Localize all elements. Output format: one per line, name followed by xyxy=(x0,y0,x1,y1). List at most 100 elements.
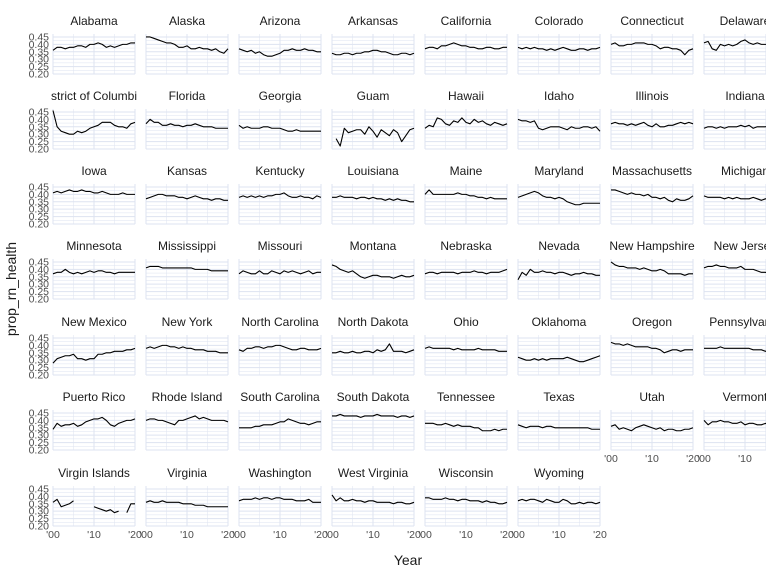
x-tick-label: '10 xyxy=(366,529,380,541)
x-tick-label: '00 xyxy=(46,529,60,541)
x-tick-label: '00 xyxy=(511,529,525,541)
y-tick-label: 0.40 xyxy=(29,189,50,201)
x-tick-label: '20 xyxy=(500,529,514,541)
facet-title: New Mexico xyxy=(61,315,127,329)
x-tick-label: '10 xyxy=(459,529,473,541)
series-line xyxy=(52,189,135,195)
y-tick-label: 0.45 xyxy=(29,332,50,344)
facet-panel: Arkansas xyxy=(331,14,415,75)
facet-title: Missouri xyxy=(258,239,303,253)
facet-title: Michigan xyxy=(721,164,766,178)
y-tick-label: 0.25 xyxy=(29,286,50,298)
facet-panel: Virgin Islands xyxy=(52,466,136,527)
y-tick-label: 0.45 xyxy=(29,31,50,43)
facet-panel: Alaska xyxy=(145,14,229,75)
facet-title: New Hampshire xyxy=(609,239,695,253)
y-tick-label: 0.30 xyxy=(29,279,50,291)
series-line xyxy=(145,344,228,354)
facet-title: Idaho xyxy=(544,89,574,103)
series-line xyxy=(517,268,600,281)
facet-title: Kentucky xyxy=(255,164,304,178)
facet-panel: Hawaii xyxy=(424,89,508,150)
facet-panel: Pennsylvania xyxy=(703,315,766,376)
facet-title: Alabama xyxy=(70,14,118,28)
x-tick-label: '20 xyxy=(407,529,421,541)
facet-panel: strict of Columbi xyxy=(51,89,137,150)
x-tick-label: '10 xyxy=(552,529,566,541)
facet-panel: Utah xyxy=(610,390,694,451)
facet-panel: South Carolina xyxy=(238,390,322,451)
facet-panel: Vermont xyxy=(703,390,766,451)
facet-panel: Arizona xyxy=(238,14,322,75)
facet-panel: North Dakota xyxy=(331,315,415,376)
series-line xyxy=(610,341,693,354)
y-axis-label: prop_rn_health xyxy=(3,242,19,336)
series-line xyxy=(610,261,693,276)
y-tick-label: 0.45 xyxy=(29,483,50,495)
series-line xyxy=(145,265,228,272)
series-line xyxy=(331,49,415,56)
facet-title: Washington xyxy=(249,466,312,480)
y-tick-label: 0.35 xyxy=(29,46,50,58)
series-line xyxy=(238,497,321,503)
y-tick-label: 0.40 xyxy=(29,264,50,276)
series-line xyxy=(610,121,694,128)
facet-panel: Nevada xyxy=(517,239,601,300)
series-line xyxy=(425,422,507,432)
series-line xyxy=(52,110,136,135)
facet-title: Mississippi xyxy=(158,239,216,253)
series-line xyxy=(517,355,601,363)
y-tick-label: 0.35 xyxy=(29,121,50,133)
facet-title: Connecticut xyxy=(620,14,684,28)
y-tick-label: 0.40 xyxy=(29,415,50,427)
y-tick-label: 0.25 xyxy=(29,513,50,525)
y-tick-label: 0.35 xyxy=(29,196,50,208)
facet-title: West Virginia xyxy=(338,466,409,480)
facet-panel: Michigan xyxy=(703,164,766,225)
x-tick-label: '10 xyxy=(87,529,101,541)
x-tick-label: '10 xyxy=(738,453,752,465)
facet-title: Ohio xyxy=(453,315,479,329)
x-tick-label: '00 xyxy=(139,529,153,541)
facet-title: South Dakota xyxy=(337,390,410,404)
y-tick-label: 0.40 xyxy=(29,114,50,126)
facet-panel: Minnesota xyxy=(52,239,136,300)
y-tick-label: 0.35 xyxy=(29,347,50,359)
series-line xyxy=(611,189,694,203)
facet-title: Wyoming xyxy=(534,466,584,480)
facet-panel: Maine xyxy=(424,164,508,225)
facet-panel: Maryland xyxy=(517,164,601,225)
facet-panel: New Mexico xyxy=(52,315,136,376)
y-tick-label: 0.20 xyxy=(29,370,50,382)
x-tick-label: '20 xyxy=(128,529,142,541)
x-tick-label: '20 xyxy=(314,529,328,541)
facet-panels: Alabama Alaska Arizona Arkansas California Co… xyxy=(51,14,766,527)
facet-title: Pennsylvania xyxy=(709,315,766,329)
y-tick-label: 0.30 xyxy=(29,129,50,141)
facet-title: Alaska xyxy=(169,14,205,28)
facet-title: Nebraska xyxy=(440,239,492,253)
x-tick-label: '10 xyxy=(180,529,194,541)
facet-title: Delaware xyxy=(720,14,766,28)
series-line xyxy=(424,42,507,50)
facet-title: Arkansas xyxy=(348,14,398,28)
series-line xyxy=(610,424,694,432)
series-line xyxy=(238,344,322,352)
facet-title: Rhode Island xyxy=(152,390,223,404)
facet-title: Guam xyxy=(357,89,390,103)
facet-panel: California xyxy=(424,14,508,75)
facet-title: Montana xyxy=(350,239,397,253)
facet-title: Maine xyxy=(450,164,483,178)
y-tick-label: 0.35 xyxy=(29,422,50,434)
y-tick-label: 0.30 xyxy=(29,204,50,216)
y-tick-label: 0.45 xyxy=(29,106,50,118)
series-line xyxy=(332,195,414,203)
series-line xyxy=(145,118,228,129)
facet-title: Iowa xyxy=(81,164,107,178)
series-line xyxy=(52,347,136,364)
series-line xyxy=(704,346,766,352)
facet-panel: Delaware xyxy=(703,14,766,75)
x-tick-label: '20 xyxy=(686,453,700,465)
facet-panel: Missouri xyxy=(238,239,322,300)
facet-panel: Louisiana xyxy=(331,164,415,225)
